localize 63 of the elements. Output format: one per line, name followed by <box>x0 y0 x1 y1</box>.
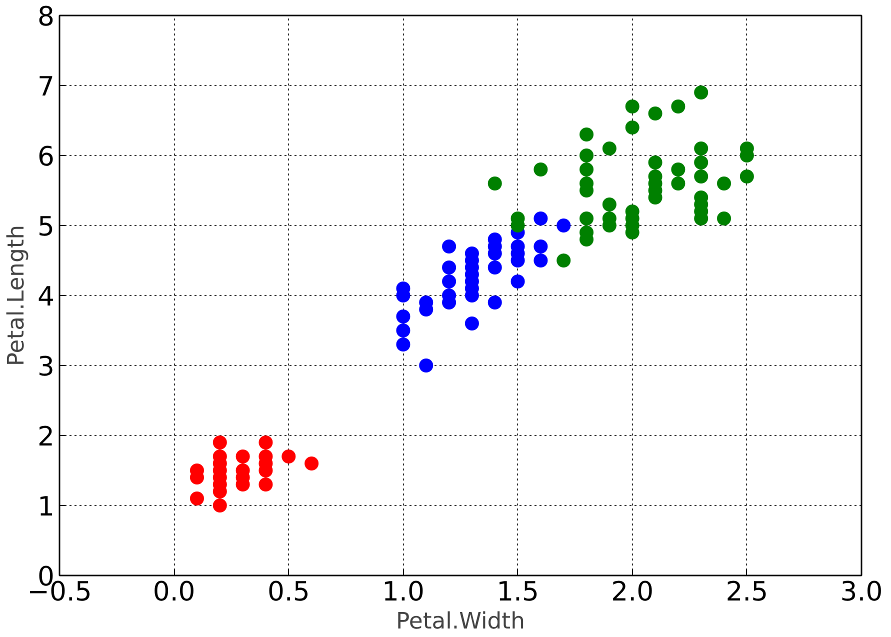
y-tick-label: 6 <box>38 142 55 172</box>
x-tick-label: 1.5 <box>496 576 539 608</box>
point <box>258 436 273 450</box>
point <box>625 100 640 114</box>
point <box>556 218 571 232</box>
point <box>510 274 525 288</box>
point <box>396 324 410 338</box>
point <box>580 148 594 162</box>
point <box>282 450 296 464</box>
point <box>488 260 502 274</box>
point <box>556 254 571 268</box>
point <box>694 170 708 184</box>
point <box>442 274 456 288</box>
point <box>694 86 708 100</box>
point <box>534 240 548 254</box>
x-tick-label: 2.0 <box>611 576 654 608</box>
point <box>602 142 616 156</box>
y-axis-title: Petal.Length <box>4 224 30 366</box>
y-tick-label: 2 <box>38 422 55 452</box>
x-tick-label: 0.5 <box>267 576 310 608</box>
point <box>671 100 686 114</box>
point <box>396 310 410 324</box>
point <box>671 176 686 190</box>
point <box>671 162 686 176</box>
point <box>212 436 227 450</box>
point <box>602 198 616 212</box>
point <box>717 176 732 190</box>
point <box>442 260 456 274</box>
point <box>442 240 456 254</box>
point <box>580 128 594 142</box>
point <box>212 498 227 512</box>
x-tick-label: 2.5 <box>726 576 768 608</box>
point <box>304 456 319 470</box>
point <box>190 492 204 506</box>
point <box>534 212 548 226</box>
y-tick-label: 7 <box>38 72 55 102</box>
point <box>694 156 708 170</box>
y-tick-label: 1 <box>38 492 55 522</box>
x-tick-label: 1.0 <box>382 576 424 608</box>
x-axis-title: Petal.Width <box>396 608 525 634</box>
x-tick-label: 3.0 <box>840 576 883 608</box>
y-tick-label: 3 <box>38 352 55 382</box>
point <box>740 170 754 184</box>
point <box>488 176 502 190</box>
y-tick-label: 8 <box>38 2 55 32</box>
point <box>648 106 662 120</box>
y-tick-label: 5 <box>38 212 55 242</box>
point <box>258 478 273 492</box>
point <box>580 212 594 226</box>
point <box>488 296 502 310</box>
point <box>534 162 548 176</box>
point <box>419 358 434 372</box>
point <box>534 254 548 268</box>
point <box>236 450 250 464</box>
point <box>694 142 708 156</box>
y-tick-label: 4 <box>38 282 55 312</box>
x-tick-label: 0.0 <box>152 576 196 608</box>
point <box>396 338 410 352</box>
point <box>717 212 732 226</box>
point <box>580 162 594 176</box>
point <box>648 156 662 170</box>
point <box>464 316 479 330</box>
point <box>625 120 640 134</box>
